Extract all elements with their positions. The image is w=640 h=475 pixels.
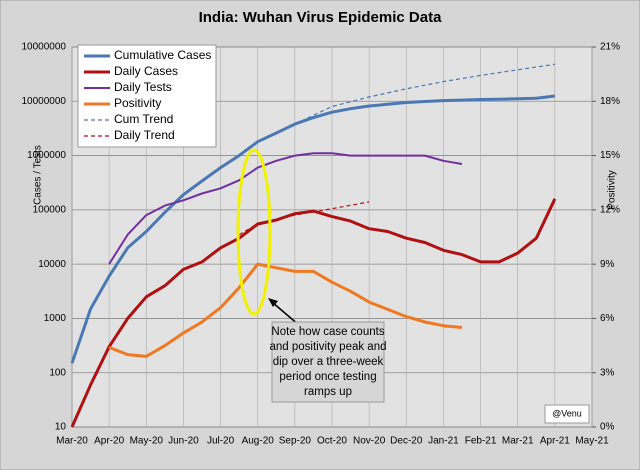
y-axis-label: Cases / Tests bbox=[33, 145, 44, 205]
x-tick-label: May-20 bbox=[130, 436, 164, 447]
x-tick-label: Sep-20 bbox=[279, 436, 312, 447]
series-line bbox=[108, 262, 463, 358]
y2-axis-label: Positivity bbox=[607, 170, 618, 209]
y-tick-label: 1000 bbox=[44, 313, 67, 324]
legend-label: Daily Tests bbox=[114, 80, 172, 94]
x-tick-label: Dec-20 bbox=[390, 436, 423, 447]
annotation-line: dip over a three-week bbox=[273, 356, 384, 368]
chart-title: India: Wuhan Virus Epidemic Data bbox=[199, 9, 442, 26]
y2-tick-label: 21% bbox=[600, 42, 620, 53]
x-tick-label: Apr-20 bbox=[94, 436, 124, 447]
x-tick-label: Mar-20 bbox=[56, 436, 88, 447]
arrow-head bbox=[268, 298, 278, 307]
annotation-line: ramps up bbox=[304, 386, 352, 398]
y-tick-label: 100 bbox=[49, 367, 66, 378]
x-tick-label: May-21 bbox=[575, 436, 609, 447]
y2-tick-label: 18% bbox=[600, 96, 620, 107]
credit: @Venu bbox=[552, 408, 582, 418]
annotation-line: Note how case counts bbox=[271, 326, 384, 338]
legend-label: Daily Cases bbox=[114, 64, 178, 78]
y2-tick-label: 12% bbox=[600, 204, 620, 215]
annotation-box bbox=[271, 321, 385, 403]
y-tick-label: 10000000 bbox=[22, 42, 67, 53]
annotation-line: period once testing bbox=[279, 371, 376, 383]
y2-tick-label: 9% bbox=[600, 259, 615, 270]
series-line bbox=[108, 152, 463, 265]
legend bbox=[77, 44, 217, 148]
x-tick-label: Mar-21 bbox=[502, 436, 534, 447]
x-tick-label: Oct-20 bbox=[317, 436, 347, 447]
y-tick-label: 10000000 bbox=[22, 96, 67, 107]
x-tick-label: Aug-20 bbox=[242, 436, 275, 447]
series-line bbox=[294, 63, 555, 125]
credit-box bbox=[544, 404, 590, 424]
x-tick-label: Jul-20 bbox=[207, 436, 235, 447]
x-tick-label: Apr-21 bbox=[540, 436, 570, 447]
highlight-ellipse bbox=[236, 148, 272, 316]
y2-tick-label: 6% bbox=[600, 313, 615, 324]
x-tick-label: Feb-21 bbox=[465, 436, 497, 447]
legend-label: Cumulative Cases bbox=[114, 48, 211, 62]
x-tick-label: Jan-21 bbox=[428, 436, 459, 447]
annotation: Note how case counts and positivity peak … bbox=[270, 326, 387, 398]
y2-tick-label: 0% bbox=[600, 422, 615, 433]
series-line bbox=[70, 94, 556, 364]
legend-label: Positivity bbox=[114, 96, 161, 110]
y-tick-label: 100000 bbox=[33, 204, 67, 215]
y-tick-label: 10000 bbox=[38, 259, 66, 270]
y2-tick-label: 3% bbox=[600, 367, 615, 378]
y-tick-label: 10 bbox=[55, 422, 67, 433]
series-line bbox=[70, 198, 557, 428]
y-tick-label: 1000000 bbox=[27, 150, 66, 161]
y2-tick-label: 15% bbox=[600, 150, 620, 161]
legend-label: Daily Trend bbox=[114, 128, 175, 142]
series-line bbox=[238, 201, 370, 236]
legend-label: Cum Trend bbox=[114, 112, 173, 126]
x-tick-label: Jun-20 bbox=[168, 436, 199, 447]
annotation-line: and positivity peak and bbox=[270, 341, 387, 353]
x-tick-label: Nov-20 bbox=[353, 436, 386, 447]
